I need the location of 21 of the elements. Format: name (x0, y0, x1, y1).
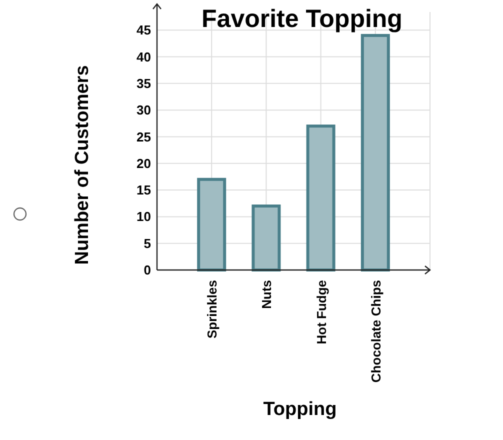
x-tick-label: Sprinkles (204, 280, 220, 339)
y-tick-label: 25 (136, 129, 151, 144)
y-tick-label: 0 (144, 262, 151, 278)
y-tick-label: 15 (136, 182, 151, 198)
y-tick-label: 10 (136, 209, 151, 224)
chart-title: Favorite Topping (202, 5, 402, 33)
y-tick-label: 20 (136, 156, 151, 171)
bar (360, 34, 390, 272)
y-tick-label: 45 (136, 22, 151, 38)
y-axis-title: Number of Customers (72, 65, 93, 265)
bar (306, 124, 336, 272)
y-tick-label: 5 (144, 236, 151, 251)
bar (252, 204, 281, 272)
x-tick-label: Chocolate Chips (368, 280, 384, 383)
y-tick-label: 40 (136, 49, 151, 64)
x-tick-label: Hot Fudge (314, 280, 329, 344)
y-tick-label: 30 (136, 102, 151, 118)
y-tick-label: 35 (136, 76, 151, 91)
bar (197, 178, 226, 272)
x-axis-title: Topping (263, 399, 337, 420)
x-tick-label: Nuts (259, 280, 274, 309)
